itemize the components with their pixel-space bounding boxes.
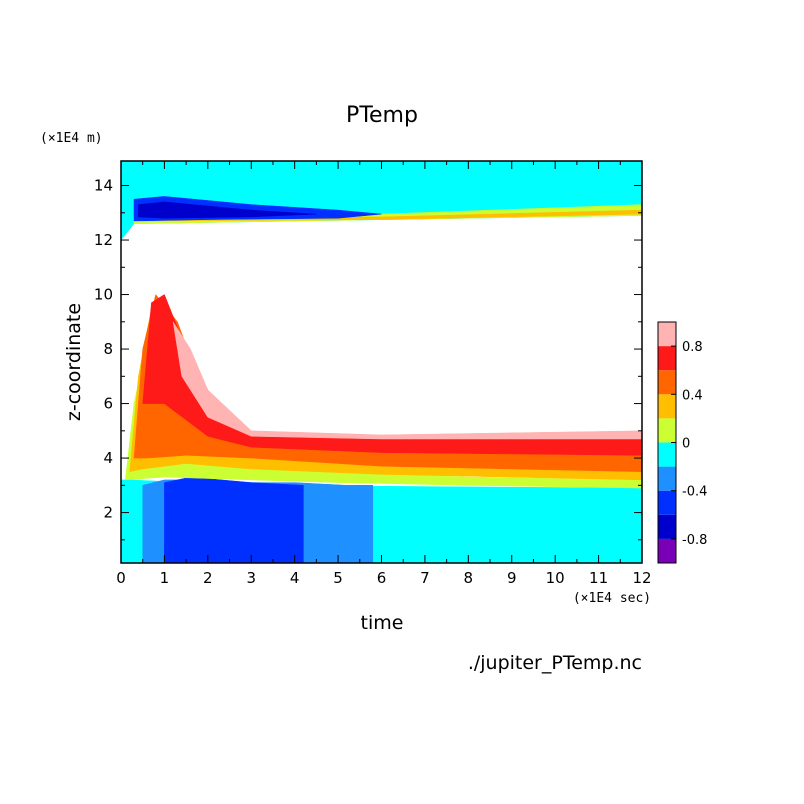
top-layer-band-4 (138, 201, 317, 219)
y-tick-label-5: 12 (94, 231, 113, 249)
colorbar-label-0: -0.8 (682, 533, 707, 548)
x-axis-ticks: 0 1 2 3 4 5 6 7 8 9 10 11 12 (116, 161, 652, 587)
y-tick-label-0: 2 (103, 504, 113, 522)
contour-band-2 (164, 476, 304, 563)
colorbar-swatch-1 (658, 514, 676, 539)
y-tick-label-1: 4 (103, 449, 113, 467)
colorbar-label-1: -0.4 (682, 485, 707, 500)
colorbar-swatch-4 (658, 442, 676, 467)
chart-title: PTemp (346, 103, 418, 128)
colorbar-swatch-0 (658, 538, 676, 563)
colorbar-label-4: 0.8 (682, 340, 703, 355)
source-file-label: ./jupiter_PTemp.nc (468, 652, 642, 674)
x-tick-label-7: 7 (420, 569, 430, 587)
x-tick-label-8: 8 (464, 569, 474, 587)
y-axis-title: z-coordinate (63, 303, 85, 421)
contour-layers (121, 161, 642, 563)
colorbar-swatch-2 (658, 490, 676, 515)
y-unit-label: (×1E4 m) (40, 131, 103, 146)
colorbar-swatch-3 (658, 466, 676, 491)
x-tick-label-4: 4 (290, 569, 300, 587)
y-tick-label-2: 6 (103, 395, 113, 413)
y-axis-ticks: 2 4 6 8 10 12 14 (94, 177, 642, 541)
x-tick-label-5: 5 (333, 569, 343, 587)
x-tick-label-10: 10 (546, 569, 565, 587)
y-tick-label-3: 8 (103, 340, 113, 358)
colorbar: -0.8 -0.4 0 0.4 0.8 (657, 321, 707, 564)
x-tick-label-11: 11 (589, 569, 608, 587)
x-tick-label-3: 3 (246, 569, 256, 587)
colorbar-swatch-5 (658, 418, 676, 443)
colorbar-swatch-7 (658, 370, 676, 395)
x-tick-label-12: 12 (632, 569, 651, 587)
colorbar-swatch-9 (658, 322, 676, 347)
contour-band-7 (172, 321, 642, 440)
y-tick-label-4: 10 (94, 286, 113, 304)
x-unit-label: (×1E4 sec) (573, 591, 651, 606)
x-tick-label-9: 9 (507, 569, 517, 587)
x-tick-label-2: 2 (203, 569, 213, 587)
colorbar-label-2: 0 (682, 437, 690, 452)
colorbar-swatch-6 (658, 394, 676, 419)
x-tick-label-6: 6 (377, 569, 387, 587)
x-tick-label-1: 1 (160, 569, 170, 587)
colorbar-label-3: 0.4 (682, 388, 703, 403)
x-axis-title: time (361, 612, 404, 634)
colorbar-swatch-8 (658, 346, 676, 371)
y-tick-label-6: 14 (94, 177, 113, 195)
x-tick-label-0: 0 (116, 569, 126, 587)
